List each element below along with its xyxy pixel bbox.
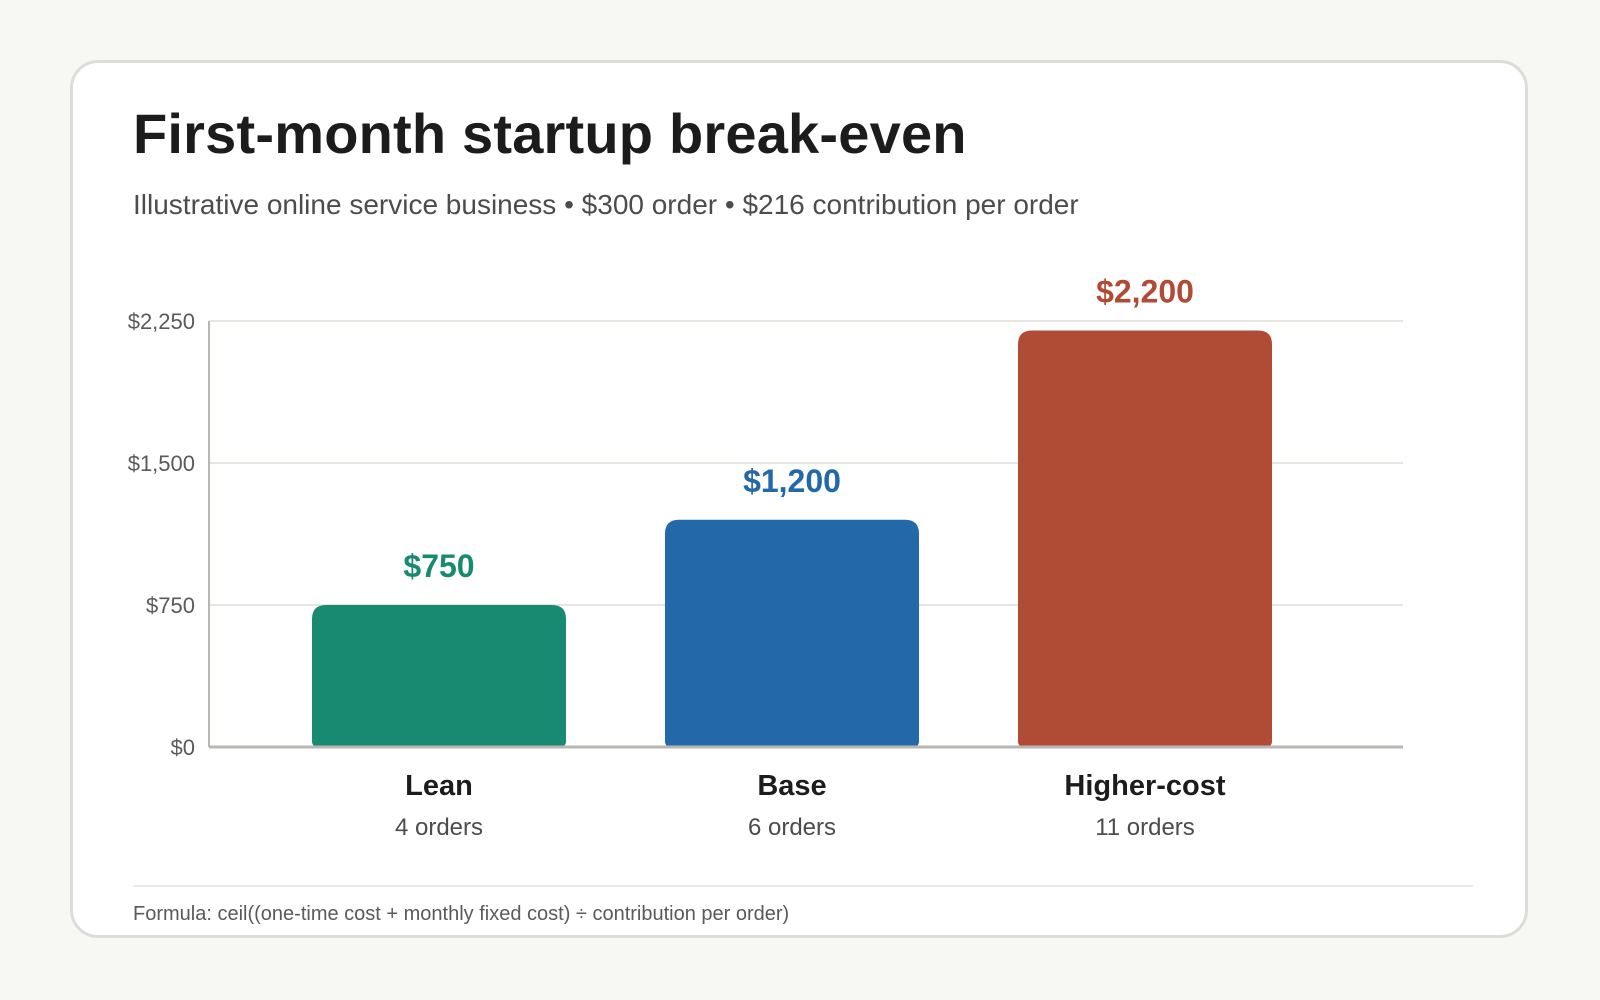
y-tick-label: $1,500 <box>128 451 195 476</box>
bar-labels: $750 Lean 4 orders $1,200 Base 6 orders $2,200… <box>395 273 1226 841</box>
chart-card: First-month startup break-even Illustrat… <box>70 60 1528 938</box>
formula-note: Formula: ceil((one-time cost + monthly f… <box>133 903 790 925</box>
y-tick-label: $0 <box>171 735 195 760</box>
category-label: Higher-cost <box>1064 770 1225 802</box>
bar-value-label: $750 <box>403 548 474 584</box>
category-sublabel: 11 orders <box>1095 814 1195 841</box>
bar-base <box>665 519 919 747</box>
chart-title: First-month startup break-even <box>133 102 967 165</box>
bar-lean <box>312 605 566 747</box>
bars <box>312 330 1272 747</box>
category-sublabel: 6 orders <box>748 814 836 841</box>
y-tick-label: $2,250 <box>128 309 195 334</box>
category-label: Lean <box>405 770 473 802</box>
y-tick-label: $750 <box>146 593 195 618</box>
y-axis-tick-labels: $0 $750 $1,500 $2,250 <box>128 309 195 760</box>
bar-higher-cost <box>1018 330 1272 747</box>
category-label: Base <box>757 770 826 802</box>
bar-value-label: $2,200 <box>1096 273 1194 309</box>
chart-subtitle: Illustrative online service business • $… <box>133 189 1079 220</box>
bar-chart: $0 $750 $1,500 $2,250 $750 Lean 4 orders $1,20… <box>128 273 1403 841</box>
category-sublabel: 4 orders <box>395 814 483 841</box>
footer-divider <box>133 885 1473 887</box>
bar-value-label: $1,200 <box>743 463 841 499</box>
